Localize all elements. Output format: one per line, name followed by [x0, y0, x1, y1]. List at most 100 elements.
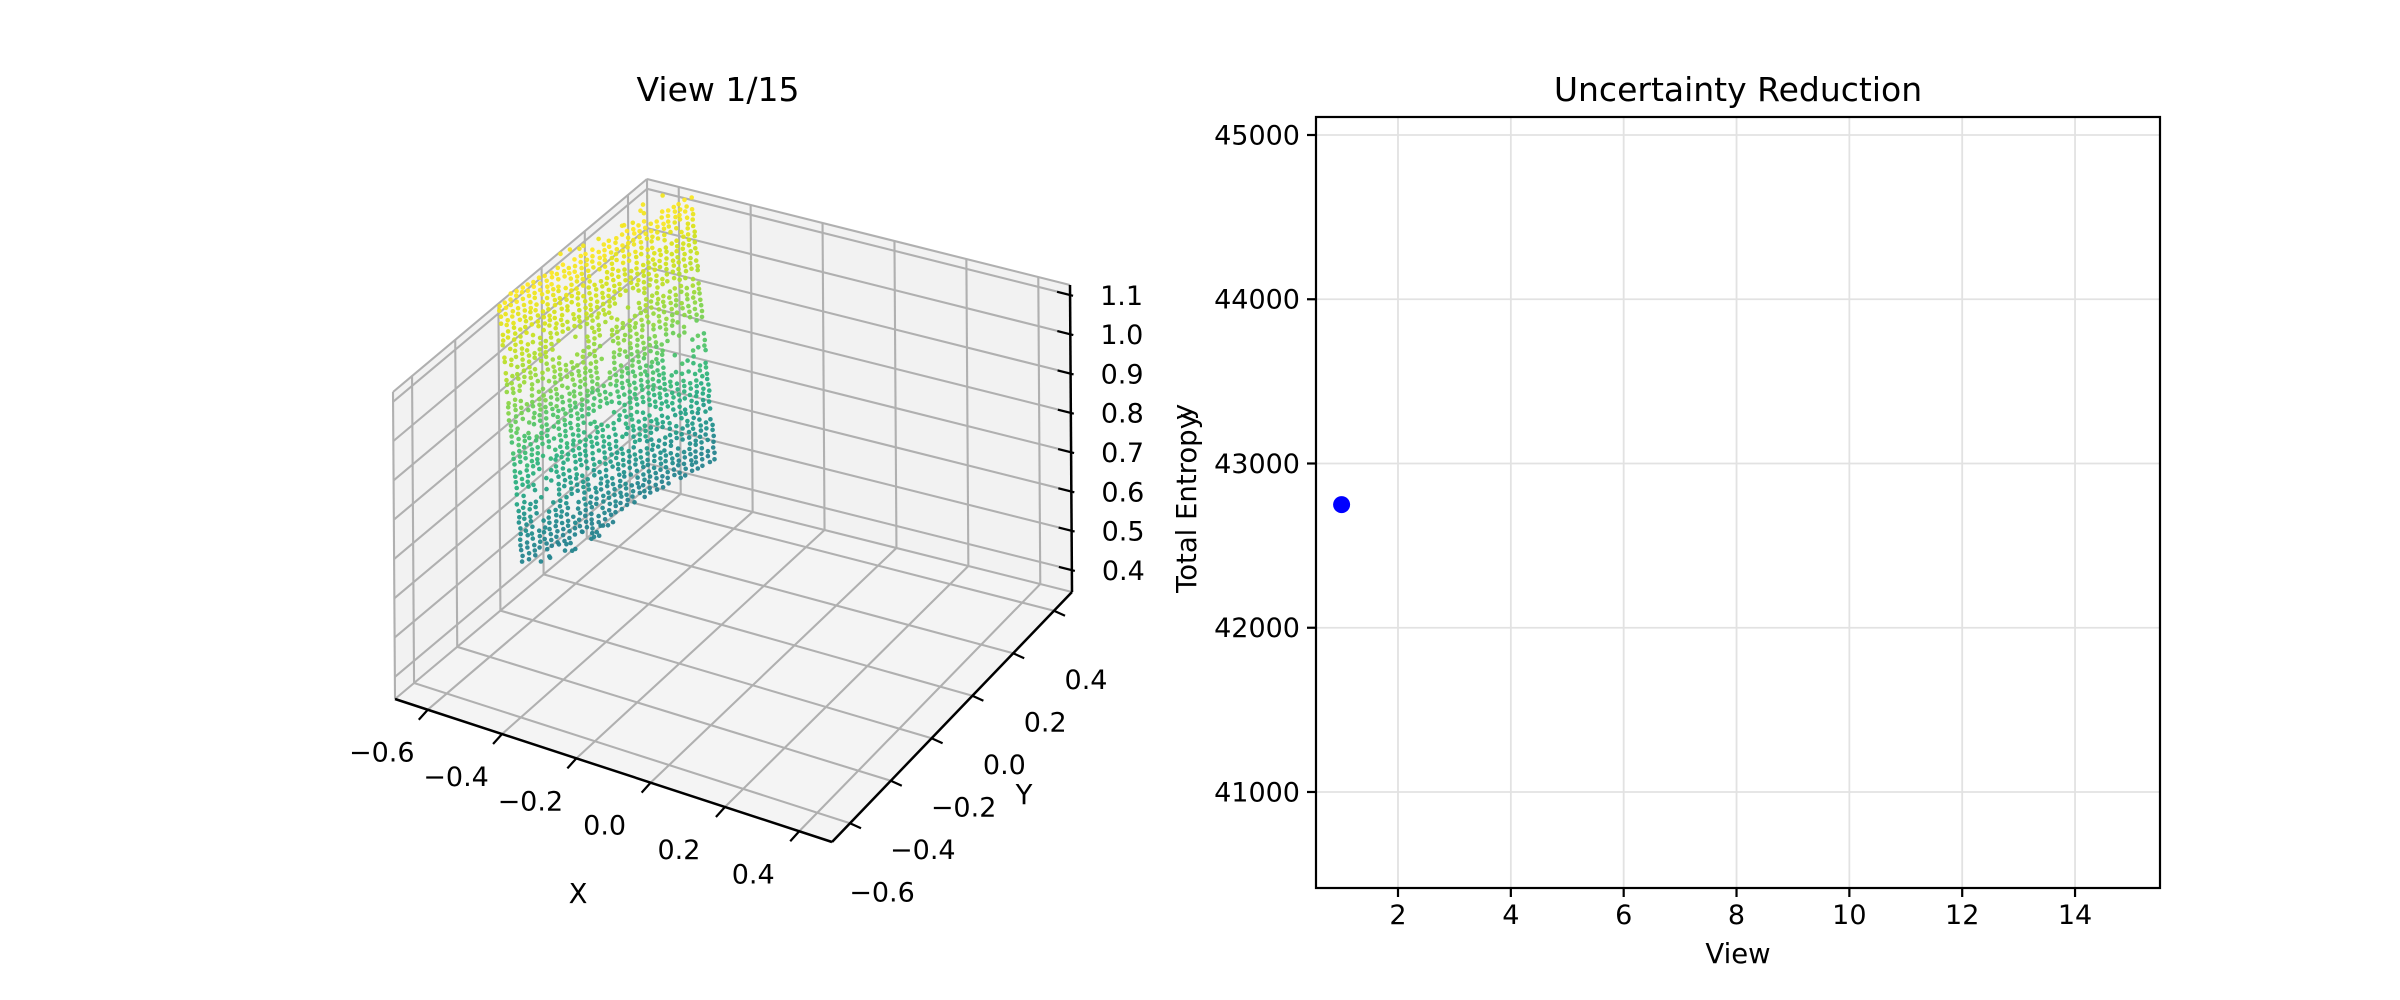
cloud-point: [633, 386, 638, 391]
cloud-point: [654, 357, 659, 362]
cloud-point: [660, 348, 665, 354]
cloud-point: [646, 397, 652, 402]
cloud-point: [675, 387, 680, 392]
cloud-point: [668, 384, 674, 389]
cloud-point: [565, 319, 570, 325]
cloud-point: [588, 296, 594, 302]
cloud-point: [649, 447, 655, 453]
cloud-point: [698, 428, 704, 433]
cloud-point: [692, 233, 697, 239]
cloud-point: [592, 329, 597, 335]
cloud-point: [583, 453, 589, 458]
cloud-point: [651, 383, 656, 388]
cloud-point: [624, 366, 630, 371]
cloud-point: [591, 402, 596, 408]
cloud-point: [579, 402, 585, 408]
cloud-point: [643, 308, 648, 314]
cloud-point: [619, 446, 624, 452]
cloud-point: [540, 453, 546, 459]
cloud-point: [539, 424, 545, 429]
cloud-point: [602, 517, 608, 522]
cloud-point: [695, 267, 700, 273]
cloud-point: [646, 260, 651, 265]
cloud-point: [601, 307, 606, 313]
cloud-point: [617, 413, 622, 418]
cloud-point: [560, 262, 566, 268]
cloud-point: [537, 418, 543, 424]
cloud-point: [590, 259, 595, 264]
grid-z-wall: [647, 227, 1071, 336]
cloud-point: [520, 505, 526, 511]
cloud-point: [519, 559, 525, 564]
cloud-point: [516, 520, 522, 525]
cloud-point: [642, 351, 648, 357]
cloud-point: [654, 427, 659, 432]
cloud-point: [613, 372, 619, 378]
cloud-point: [660, 281, 665, 287]
cloud-point: [642, 286, 647, 291]
cloud-point: [497, 303, 503, 309]
cloud-point: [587, 290, 592, 296]
grid-x-wall: [893, 241, 898, 549]
cloud-point: [640, 262, 646, 268]
cloud-point: [529, 458, 535, 464]
cloud-point: [671, 407, 676, 412]
cloud-point: [609, 452, 614, 457]
cloud-point: [639, 245, 644, 251]
cloud-point: [572, 393, 577, 399]
cloud-point: [601, 499, 606, 504]
cloud-point: [611, 426, 617, 432]
cloud-point: [537, 539, 543, 544]
cloud-point: [680, 246, 686, 252]
cloud-point: [678, 283, 684, 289]
cloud-point: [522, 516, 527, 522]
cloud-point: [658, 252, 663, 258]
cloud-point: [687, 309, 692, 315]
cloud-point: [617, 483, 623, 489]
cloud-point: [556, 408, 561, 414]
x-tick-label: 2: [1389, 900, 1406, 931]
cloud-point: [586, 487, 592, 492]
cloud-point: [656, 438, 662, 443]
cloud-point: [596, 533, 602, 538]
cloud-point: [540, 441, 545, 447]
cloud-point: [700, 397, 706, 403]
cloud-point: [576, 517, 582, 523]
cloud-point: [604, 269, 610, 275]
cloud-point: [516, 442, 521, 448]
cloud-point: [567, 403, 573, 409]
cloud-point: [646, 469, 652, 474]
cloud-point: [612, 283, 617, 289]
cloud-point: [692, 431, 698, 437]
cloud-point: [560, 532, 566, 538]
cloud-point: [665, 213, 671, 219]
cloud-point: [555, 414, 560, 420]
cloud-point: [535, 445, 540, 450]
cloud-point: [662, 387, 668, 392]
cloud-point: [669, 251, 675, 257]
cloud-point: [558, 444, 563, 450]
cloud-point: [710, 427, 715, 433]
y-tick-mark: [1053, 609, 1066, 617]
cloud-point: [580, 354, 586, 360]
cloud-point: [529, 447, 535, 452]
cloud-point: [640, 394, 645, 400]
cloud-point: [620, 434, 625, 440]
cloud-point: [664, 256, 669, 261]
cloud-point: [634, 331, 639, 337]
cloud-point: [574, 352, 580, 357]
cloud-point: [648, 228, 654, 234]
cloud-point: [651, 311, 656, 316]
cloud-point: [681, 257, 687, 262]
cloud-point: [682, 209, 688, 214]
cloud-point: [621, 338, 627, 343]
cloud-point: [607, 370, 613, 375]
grid-x-floor: [501, 511, 754, 735]
cloud-point: [653, 340, 659, 345]
cloud-point: [516, 436, 521, 442]
cloud-point: [642, 423, 648, 429]
cloud-point: [581, 348, 586, 354]
cloud-point: [641, 464, 646, 470]
cloud-point: [691, 415, 696, 421]
cloud-point: [509, 381, 514, 386]
